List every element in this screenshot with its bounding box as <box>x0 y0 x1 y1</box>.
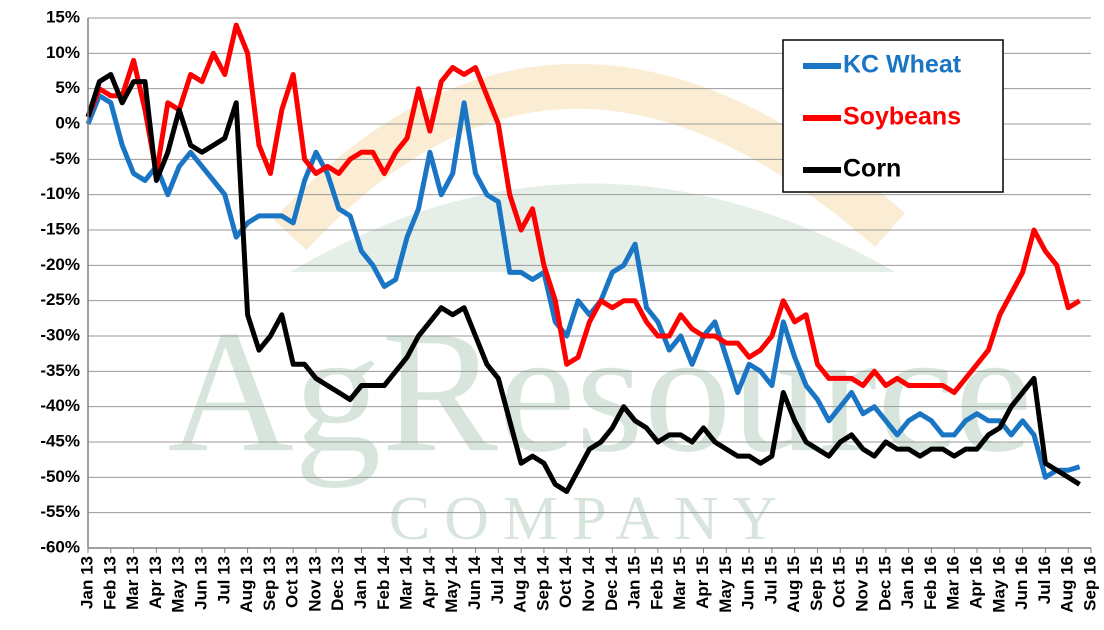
x-tick-label: Oct 14 <box>556 555 575 608</box>
legend-label: Soybeans <box>843 103 961 131</box>
y-tick-label: 5% <box>55 78 80 97</box>
y-tick-label: 10% <box>46 43 80 62</box>
x-tick-label: Dec 15 <box>875 556 894 611</box>
y-tick-label: -20% <box>40 255 80 274</box>
x-tick-label: Sep 14 <box>533 555 552 610</box>
y-tick-label: -35% <box>40 361 80 380</box>
x-tick-label: Jul 13 <box>214 556 233 604</box>
watermark: AgResource <box>167 294 1032 488</box>
y-tick-label: 15% <box>46 7 80 26</box>
x-tick-label: May 13 <box>169 556 188 613</box>
x-tick-label: Jul 16 <box>1035 556 1054 604</box>
axes: -60% -55% -50% -45% -40% -35% -30% -25% -20% -15%… <box>40 7 1099 612</box>
x-tick-label: Jan 16 <box>898 556 917 609</box>
x-tick-label: Aug 15 <box>784 556 803 613</box>
x-tick-label: Aug 16 <box>1058 556 1077 613</box>
x-tick-label: Nov 15 <box>853 556 872 612</box>
x-tick-label: Aug 13 <box>237 556 256 613</box>
x-tick-label: Jan 13 <box>77 556 96 609</box>
y-tick-label: -40% <box>40 396 80 415</box>
plot <box>85 22 1081 494</box>
x-tick-label: Apr 15 <box>693 556 712 609</box>
x-tick-label: Feb 13 <box>100 556 119 610</box>
series-line <box>85 22 1081 395</box>
x-tick-label: Dec 14 <box>602 555 621 610</box>
x-tick-label: Feb 16 <box>921 556 940 610</box>
legend: KC Wheat Soybeans Corn <box>782 39 1004 193</box>
x-tick-label: Jun 15 <box>739 556 758 610</box>
y-tick-label: -25% <box>40 290 80 309</box>
x-tick-label: Sep 13 <box>260 556 279 611</box>
legend-label: KC Wheat <box>843 51 962 79</box>
y-tick-label: -10% <box>40 184 80 203</box>
x-tick-label: Dec 13 <box>328 556 347 611</box>
x-tick-label: Jun 13 <box>191 556 210 610</box>
y-tick-label: -50% <box>40 467 80 486</box>
y-tick-label: 0% <box>55 113 80 132</box>
x-tick-label: Jun 14 <box>465 555 484 609</box>
x-tick-label: Mar 15 <box>670 556 689 610</box>
y-tick-label: -45% <box>40 431 80 450</box>
grid <box>88 17 1091 549</box>
series-line <box>85 72 1081 494</box>
x-tick-label: May 16 <box>989 556 1008 613</box>
watermark-sub: COMPANY <box>389 485 791 553</box>
x-tick-label: Jun 16 <box>1012 556 1031 610</box>
background-logo: AgResource COMPANY <box>167 63 1033 553</box>
y-tick-label: -5% <box>50 149 80 168</box>
x-tick-label: Mar 14 <box>397 555 416 609</box>
x-tick-label: Jan 15 <box>625 556 644 609</box>
x-tick-label: Nov 13 <box>305 556 324 612</box>
legend-label: Corn <box>843 155 901 183</box>
x-tick-label: Sep 16 <box>1080 556 1099 611</box>
x-tick-label: Apr 14 <box>419 555 438 608</box>
x-tick-label: Mar 16 <box>944 556 963 610</box>
y-tick-label: -60% <box>40 537 80 556</box>
series-line <box>85 93 1081 480</box>
x-tick-label: Jul 14 <box>488 555 507 604</box>
x-tick-label: Jul 15 <box>761 556 780 604</box>
y-tick-label: -15% <box>40 219 80 238</box>
x-tick-label: May 15 <box>716 556 735 613</box>
x-tick-label: Feb 15 <box>647 556 666 610</box>
x-tick-label: Aug 14 <box>511 555 530 612</box>
x-tick-label: Oct 13 <box>283 556 302 608</box>
y-tick-label: -30% <box>40 325 80 344</box>
logo-hill <box>290 183 895 272</box>
x-tick-label: Mar 13 <box>123 556 142 610</box>
y-tick-label: -55% <box>40 502 80 521</box>
x-tick-label: Nov 14 <box>579 555 598 611</box>
x-tick-label: Apr 13 <box>146 556 165 609</box>
x-tick-label: Oct 15 <box>830 556 849 608</box>
x-tick-label: May 14 <box>442 555 461 612</box>
x-tick-label: Apr 16 <box>967 556 986 609</box>
x-tick-label: Jan 14 <box>351 555 370 608</box>
x-tick-label: Sep 15 <box>807 556 826 611</box>
x-tick-label: Feb 14 <box>374 555 393 609</box>
